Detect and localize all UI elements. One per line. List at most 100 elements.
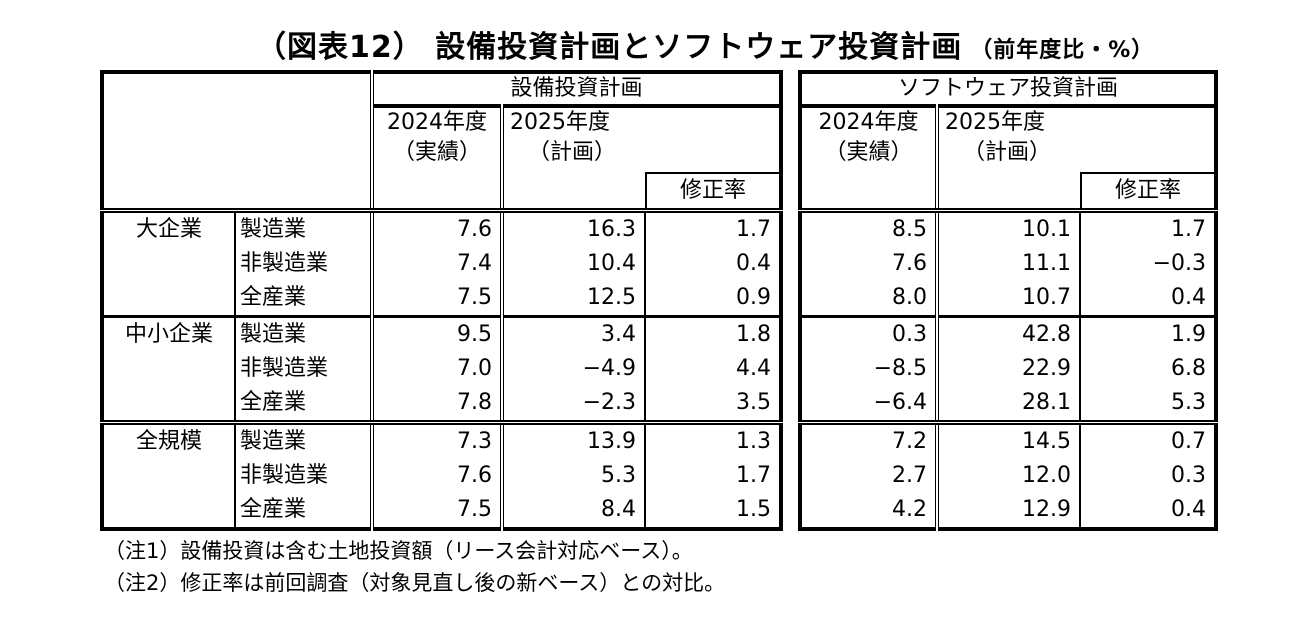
value-cell: 12.0 — [937, 459, 1081, 493]
capex-group-header: 設備投資計画 — [372, 72, 782, 108]
industry-cell: 非製造業 — [235, 247, 374, 281]
value-cell: 7.3 — [372, 422, 504, 459]
table-row: 全産業 7.8 −2.3 3.5 — [102, 386, 782, 425]
value-cell: −0.3 — [1152, 251, 1206, 276]
value-cell: 10.4 — [502, 247, 646, 281]
value-cell: 3.4 — [502, 316, 646, 352]
software-table: ソフトウェア投資計画 2024年度 （実績） 2025年度 （計画） 修正率 8… — [798, 70, 1218, 531]
software-col-2024-type: （実績） — [824, 140, 913, 165]
value-cell: 7.6 — [372, 210, 504, 247]
value-cell: 10.7 — [937, 281, 1081, 318]
table-row: 8.5 10.1 1.7 — [800, 210, 1216, 247]
value-cell: 11.1 — [937, 247, 1081, 281]
industry-cell: 全産業 — [235, 493, 374, 529]
footnote-2: （注2）修正率は前回調査（対象見直し後の新ベース）との対比。 — [104, 571, 726, 595]
value-cell: 22.9 — [937, 352, 1081, 386]
value-cell: 4.4 — [736, 356, 772, 381]
corner-cell — [102, 72, 374, 213]
value-cell: 2.7 — [800, 459, 939, 493]
value-cell: 5.3 — [502, 459, 646, 493]
value-cell: 6.8 — [1171, 356, 1206, 381]
capex-col-2025-year: 2025年度 — [510, 110, 610, 135]
value-cell: 3.5 — [645, 386, 782, 425]
figure-title-unit: （前年度比・%） — [970, 38, 1155, 63]
value-cell: −8.5 — [800, 352, 939, 386]
value-cell: 0.9 — [645, 281, 782, 318]
table-row: 0.3 42.8 1.9 — [800, 316, 1216, 352]
value-cell: 14.5 — [937, 422, 1081, 459]
table-row: 2.7 12.0 0.3 — [800, 459, 1216, 493]
software-group-header: ソフトウェア投資計画 — [800, 72, 1216, 108]
value-cell: 0.4 — [736, 251, 772, 276]
capex-table: 設備投資計画 2024年度 （実績） 2025年度 （計画） 修正率 大企業 製… — [100, 70, 784, 531]
capex-col-2024-year: 2024年度 — [387, 110, 487, 135]
value-cell: 9.5 — [372, 316, 504, 352]
industry-cell: 非製造業 — [235, 459, 374, 493]
value-cell: 1.5 — [736, 497, 772, 522]
software-col-2025-header: 2025年度 （計画） 修正率 — [937, 106, 1216, 213]
table-row: 7.6 11.1 −0.3 — [800, 247, 1216, 281]
value-cell: 0.4 — [1171, 497, 1206, 522]
capex-col-2024-header: 2024年度 （実績） — [372, 106, 504, 213]
table-row: 非製造業 7.0 −4.9 4.4 — [102, 352, 781, 386]
value-cell: 8.0 — [800, 281, 939, 318]
value-cell: 1.9 — [1171, 322, 1206, 347]
value-cell: 7.0 — [372, 352, 504, 386]
value-cell: 4.2 — [800, 493, 939, 529]
value-cell: −6.4 — [800, 386, 939, 425]
value-cell: 7.5 — [372, 493, 504, 529]
software-col-2025-type: （計画） — [963, 140, 1052, 165]
value-cell: 28.1 — [937, 386, 1081, 425]
value-cell: 7.8 — [372, 386, 504, 425]
table-row: 全規模 製造業 7.3 13.9 1.3 — [102, 422, 781, 529]
size-cell: 全規模 — [102, 422, 236, 529]
value-cell: 13.9 — [502, 422, 646, 459]
footnote-1: （注1）設備投資は含む土地投資額（リース会計対応ベース）。 — [104, 539, 693, 563]
value-cell: 7.6 — [800, 247, 939, 281]
figure-title-main: （図表12） 設備投資計画とソフトウェア投資計画 — [256, 30, 963, 65]
value-cell: 7.4 — [372, 247, 504, 281]
capex-col-2024-type: （実績） — [392, 140, 481, 165]
value-cell: 0.3 — [800, 316, 939, 352]
software-col-2024-header: 2024年度 （実績） — [800, 106, 939, 213]
value-cell: 0.3 — [1171, 463, 1206, 488]
table-row: 全産業 7.5 8.4 1.5 — [102, 493, 781, 529]
value-cell: 7.2 — [800, 422, 939, 459]
value-cell: 7.5 — [372, 281, 504, 318]
value-cell: 8.4 — [502, 493, 646, 529]
value-cell: 12.5 — [502, 281, 646, 318]
capex-col-revision-header: 修正率 — [645, 172, 780, 206]
table-row: 7.2 14.5 0.7 — [800, 422, 1216, 459]
industry-cell: 製造業 — [235, 316, 374, 352]
value-cell: 1.7 — [736, 217, 772, 242]
software-col-2024-year: 2024年度 — [818, 110, 919, 135]
industry-cell: 全産業 — [235, 281, 374, 318]
value-cell: 1.8 — [736, 322, 772, 347]
value-cell: 16.3 — [502, 210, 646, 247]
table-row: 中小企業 製造業 9.5 3.4 1.8 — [102, 315, 781, 425]
footnotes: （注1）設備投資は含む土地投資額（リース会計対応ベース）。 （注2）修正率は前回… — [104, 535, 725, 599]
software-col-2025-year: 2025年度 — [945, 110, 1045, 135]
table-row: −6.4 28.1 5.3 — [800, 386, 1216, 425]
table-row: 非製造業 7.4 10.4 0.4 — [102, 247, 781, 281]
capex-col-2025-type: （計画） — [528, 140, 617, 165]
value-cell: 7.6 — [372, 459, 504, 493]
capex-col-2025-header: 2025年度 （計画） 修正率 — [502, 106, 782, 213]
value-cell: 42.8 — [937, 316, 1081, 352]
value-cell: 12.9 — [937, 493, 1081, 529]
value-cell: 1.3 — [736, 429, 772, 454]
industry-cell: 全産業 — [235, 386, 374, 425]
industry-cell: 非製造業 — [235, 352, 374, 386]
industry-cell: 製造業 — [235, 422, 374, 459]
value-cell: −4.9 — [502, 352, 646, 386]
industry-cell: 製造業 — [235, 210, 374, 247]
value-cell: 1.7 — [1171, 217, 1206, 242]
value-cell: 0.4 — [1080, 281, 1216, 318]
value-cell: −2.3 — [502, 386, 646, 425]
value-cell: 1.7 — [736, 463, 772, 488]
table-row: 非製造業 7.6 5.3 1.7 — [102, 459, 781, 493]
size-cell: 中小企業 — [102, 315, 236, 425]
table-row: 4.2 12.9 0.4 — [800, 493, 1216, 529]
table-row: −8.5 22.9 6.8 — [800, 352, 1216, 386]
value-cell: 5.3 — [1080, 386, 1216, 425]
